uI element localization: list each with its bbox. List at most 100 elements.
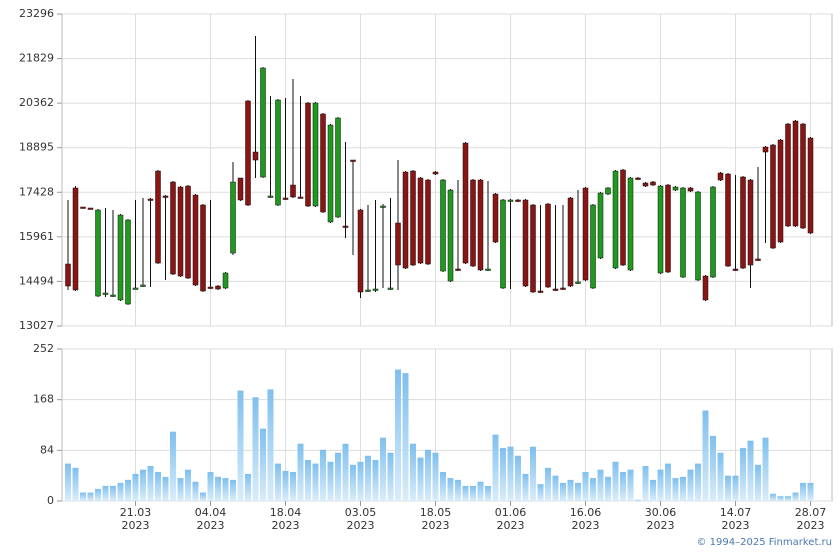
volume-bar [470, 485, 476, 501]
candle-body [440, 179, 446, 272]
candle-body [695, 191, 701, 281]
candle-body [507, 199, 514, 202]
candle-body [132, 287, 139, 290]
candle-body [612, 170, 619, 269]
volume-bar [425, 449, 431, 501]
volume-bar [455, 479, 461, 501]
x-tick-label: 18.05 [420, 506, 452, 519]
candle-body [590, 204, 596, 289]
candle-body [485, 268, 491, 271]
candle-body [395, 222, 401, 266]
volume-bar [807, 482, 814, 501]
candle-body [537, 290, 544, 293]
candle-body [305, 102, 311, 207]
candle-body [87, 207, 94, 210]
x-tick-label: 28.07 [795, 506, 827, 519]
volume-bar [177, 478, 184, 501]
volume-bar [290, 472, 296, 501]
volume-bar [605, 476, 611, 501]
x-tick-label: 2023 [497, 519, 525, 532]
candle-body [125, 219, 131, 305]
candle-body [155, 170, 161, 264]
candle-body [200, 204, 206, 292]
volume-bar [222, 478, 229, 501]
volume-bar [417, 457, 424, 501]
candle-body [747, 179, 754, 266]
volume-bar [515, 455, 521, 501]
candle-body [717, 172, 724, 181]
volume-bar [627, 469, 634, 501]
candle-body [477, 179, 484, 271]
volume-bar [260, 428, 266, 501]
candle-body [732, 268, 739, 271]
candle-body [785, 123, 791, 227]
volume-bar [342, 443, 349, 501]
volume-bar [560, 482, 566, 501]
candle-body [425, 179, 431, 265]
volume-bar [380, 437, 386, 501]
volume-bar [252, 397, 259, 501]
candle-body [275, 99, 281, 206]
candle-body [770, 144, 776, 249]
candle-body [470, 179, 476, 267]
volume-bar [335, 452, 341, 501]
candle-body [522, 199, 529, 287]
y-tick-label: 168 [33, 393, 54, 406]
volume-bar [297, 443, 304, 501]
volume-bar [590, 478, 596, 501]
candle-body [807, 137, 814, 234]
volume-bar [597, 469, 604, 501]
volume-bar [350, 464, 356, 501]
x-tick-label: 03.05 [345, 506, 377, 519]
candle-body [500, 199, 506, 289]
volume-bar [95, 488, 101, 501]
volume-bar [732, 475, 739, 501]
candle-body [530, 204, 536, 293]
y-tick-label: 23296 [19, 7, 54, 20]
volume-bar [702, 410, 709, 501]
volume-bar [282, 470, 289, 501]
y-tick-label: 13027 [19, 319, 54, 332]
volume-bar [327, 461, 334, 501]
candle-body [417, 177, 424, 264]
volume-bar [117, 482, 124, 501]
candle-body [147, 198, 154, 201]
volume-bar [395, 369, 401, 501]
volume-bar [657, 469, 664, 501]
candle-body [755, 258, 761, 261]
candle-body [740, 176, 746, 269]
copyright: © 1994–2025 Finmarket.ru [696, 537, 832, 548]
volume-bar [140, 469, 146, 501]
candle-body [357, 209, 364, 293]
candle-body [642, 182, 649, 187]
candle-body [192, 194, 199, 286]
y-tick-label: 15961 [19, 230, 54, 243]
y-tick-label: 17428 [19, 185, 54, 198]
candle-body [657, 185, 664, 274]
volume-bar [567, 479, 574, 501]
volume-bar [72, 467, 79, 501]
y-tick-label: 0 [47, 494, 54, 507]
y-tick-label: 84 [40, 443, 54, 456]
x-tick-label: 14.07 [720, 506, 752, 519]
volume-bar [785, 496, 791, 501]
volume-bar [245, 473, 251, 501]
y-tick-label: 21829 [19, 52, 54, 65]
volume-bar [507, 446, 514, 501]
y-tick-label: 20362 [19, 96, 54, 109]
volume-bar [192, 481, 199, 501]
candle-body [725, 173, 731, 267]
candle-body [665, 184, 671, 273]
candle-body [207, 286, 214, 289]
candle-body [140, 284, 146, 287]
volume-bar [695, 463, 701, 501]
volume-bar [102, 485, 109, 501]
x-tick-label: 2023 [647, 519, 675, 532]
candle-body [170, 181, 176, 275]
volume-bar [620, 472, 626, 501]
candle-body [597, 192, 604, 259]
candle-body [777, 139, 784, 243]
candle-body [185, 185, 191, 279]
candle-body [350, 159, 356, 162]
volume-bar [357, 461, 364, 501]
